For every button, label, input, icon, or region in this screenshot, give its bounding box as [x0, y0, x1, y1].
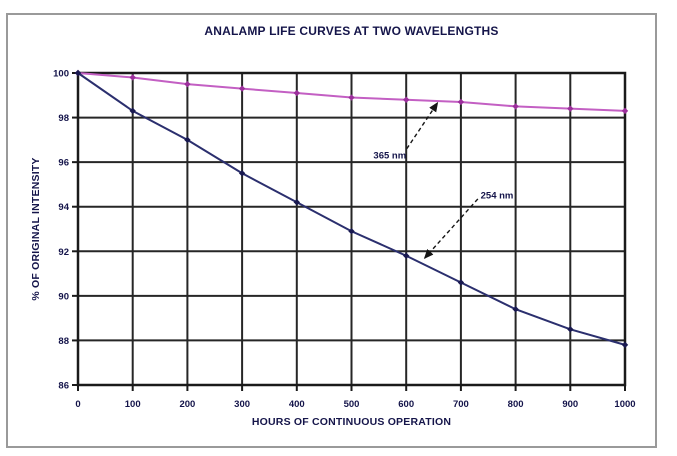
y-tick-label: 86 [58, 381, 69, 392]
data-point-marker-365nm [293, 89, 300, 97]
y-tick-label: 98 [58, 113, 69, 124]
data-point-marker-365nm [567, 105, 574, 112]
annotation-label: 365 nm [373, 150, 406, 161]
x-tick-label: 800 [508, 399, 524, 410]
x-tick-label: 500 [344, 399, 360, 410]
data-point-marker-254nm [238, 170, 246, 177]
data-point-marker-365nm [348, 94, 355, 101]
annotation-arrow [423, 198, 479, 260]
series-layer [74, 69, 629, 349]
x-tick-label: 100 [125, 399, 141, 410]
data-point-marker-365nm [403, 96, 410, 103]
data-point-marker-365nm [129, 74, 136, 81]
y-tick-label: 96 [58, 158, 69, 169]
data-point-marker-365nm [184, 80, 191, 88]
y-tick-label: 88 [58, 336, 69, 347]
annotation-arrow [406, 101, 439, 150]
data-point-marker-254nm [621, 341, 629, 349]
data-point-marker-254nm [74, 69, 82, 77]
data-point-marker-254nm [512, 306, 519, 313]
y-tick-label: 94 [58, 202, 69, 213]
x-tick-label: 600 [398, 399, 414, 410]
x-tick-label: 0 [75, 399, 80, 410]
y-tick-label: 92 [58, 247, 69, 258]
data-point-marker-254nm [184, 136, 191, 144]
data-point-marker-254nm [567, 326, 574, 333]
chart-title: ANALAMP LIFE CURVES AT TWO WAVELENGTHS [204, 24, 499, 38]
x-tick-label: 1000 [614, 399, 635, 410]
data-point-marker-254nm [403, 252, 410, 259]
annotation-layer: 365 nm 254 nm [373, 101, 514, 260]
annotation-label: 254 nm [481, 191, 514, 202]
data-point-marker-365nm [238, 85, 246, 92]
axis-layer: 0 100 200 300 400 500 600 700 800 900 1000 86 88 90 92… [53, 69, 635, 411]
data-point-marker-365nm [512, 103, 519, 110]
figure-border-frame [6, 13, 657, 448]
x-tick-label: 300 [234, 399, 250, 410]
data-point-marker-365nm [457, 98, 465, 106]
x-axis-title: HOURS OF CONTINUOUS OPERATION [251, 416, 452, 428]
data-point-marker-365nm [621, 107, 629, 115]
data-point-marker-254nm [348, 228, 355, 235]
x-tick-label: 700 [453, 399, 469, 410]
y-tick-label: 100 [53, 69, 69, 80]
x-tick-label: 900 [562, 399, 578, 410]
x-tick-label: 200 [179, 399, 195, 410]
y-tick-label: 90 [58, 291, 69, 302]
x-tick-label: 400 [289, 399, 305, 410]
data-point-marker-254nm [293, 199, 300, 206]
data-point-marker-254nm [129, 107, 136, 115]
data-point-marker-254nm [457, 279, 465, 286]
